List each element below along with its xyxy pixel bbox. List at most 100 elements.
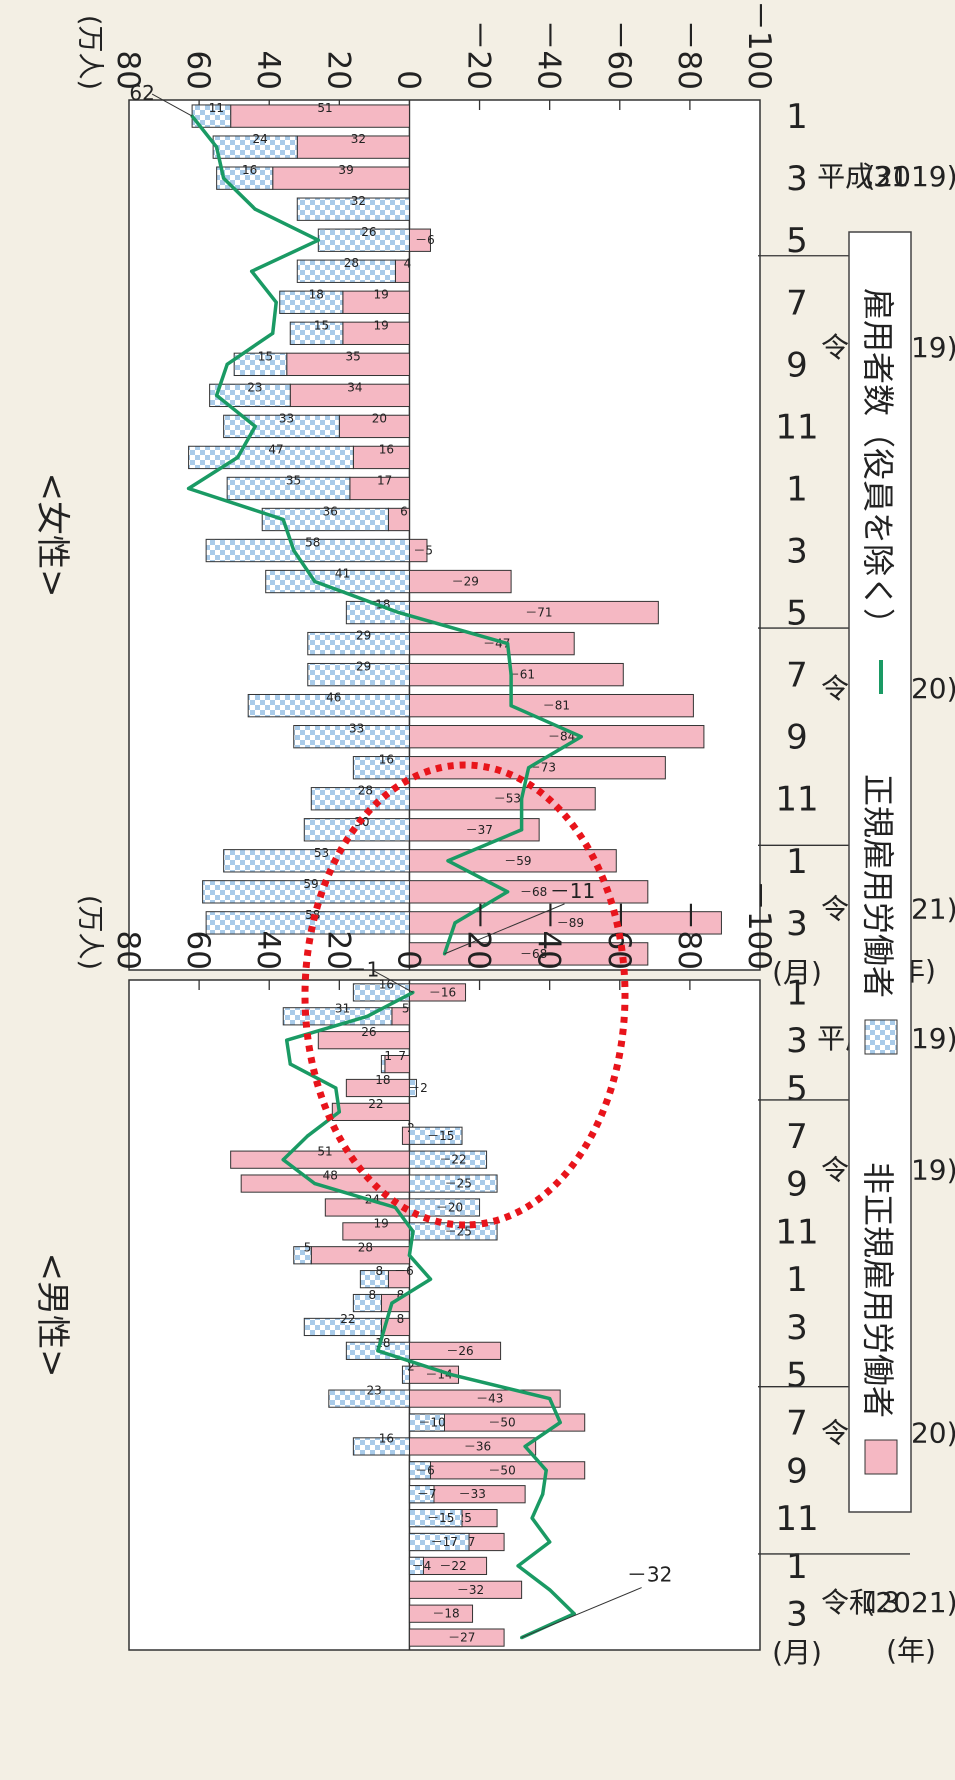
nonregular-bar-label: 4: [404, 256, 412, 270]
regular-bar: [408, 1078, 417, 1098]
nonregular-bar-label: －89: [557, 916, 584, 930]
nonregular-bar: [331, 1102, 410, 1121]
nonregular-bar-label: 8: [397, 1312, 405, 1326]
total-employees-point: [281, 1158, 285, 1162]
regular-bar-label: 29: [356, 660, 371, 674]
nonregular-bar-label: 26: [361, 1025, 376, 1039]
x-month-tick: 9: [786, 718, 808, 758]
x-month-tick: 3: [786, 1021, 808, 1061]
total-employees-point: [215, 393, 219, 397]
nonregular-bar: [380, 1293, 410, 1313]
total-employees-point: [530, 1516, 534, 1520]
total-employees-point: [313, 579, 317, 584]
x-month-tick: 9: [786, 345, 808, 385]
total-employees-point: [544, 1468, 548, 1472]
total-employees-point: [236, 455, 240, 460]
y-tick-label: －20: [461, 900, 497, 970]
x-month-tick: 7: [786, 1117, 808, 1157]
regular-bar-label: 36: [323, 504, 338, 518]
plot-area: [128, 99, 761, 971]
x-year-gregorian: (2019): [864, 160, 955, 193]
annotation-last: －32: [627, 1563, 672, 1587]
regular-bar: [408, 1461, 431, 1480]
regular-bar-label: 53: [314, 846, 329, 860]
regular-bar: [293, 1246, 312, 1265]
total-employees-point: [334, 1086, 338, 1090]
total-employees-point: [337, 1110, 341, 1114]
regular-bar-label: 16: [379, 753, 394, 767]
regular-bar: [279, 290, 344, 314]
regular-bar-label: 33: [349, 722, 364, 736]
annotation-first: －1: [347, 957, 380, 981]
plot-area: [128, 979, 761, 1651]
regular-bar-label: 26: [361, 225, 376, 239]
nonregular-bar-label: 20: [372, 411, 387, 425]
y-tick-label: 40: [250, 931, 286, 970]
x-month-tick: 1: [786, 1547, 808, 1587]
regular-bar-label: 23: [247, 380, 262, 394]
regular-bar-label: 31: [335, 1001, 350, 1015]
total-employees-line: [186, 115, 583, 955]
total-employees-point: [407, 1253, 412, 1257]
y-tick-label: 80: [110, 931, 146, 970]
x-month-tick: 11: [775, 407, 818, 447]
regular-bar: [408, 1150, 488, 1169]
x-month-tick: 3: [786, 532, 808, 572]
nonregular-bar: [408, 1580, 523, 1599]
annotation-leader: [521, 1587, 642, 1639]
regular-bar: [303, 1317, 382, 1337]
x-month-tick: 1: [786, 973, 808, 1013]
x-year-label: 令和３: [821, 1586, 905, 1619]
y-tick-label: 80: [110, 51, 146, 90]
regular-bar: [233, 352, 288, 377]
x-month-tick: 7: [786, 656, 808, 696]
regular-bar: [359, 1270, 389, 1289]
nonregular-bar-label: 19: [374, 287, 389, 301]
total-employees-point: [222, 176, 226, 180]
total-employees-point: [215, 145, 219, 149]
x-month-tick: 9: [786, 1451, 808, 1491]
regular-bar: [328, 1389, 410, 1408]
y-tick-label: －80: [671, 900, 707, 970]
regular-bar-label: 59: [303, 877, 318, 891]
regular-bar: [296, 259, 396, 283]
regular-bar: [408, 1556, 424, 1576]
nonregular-bar-label: 5: [402, 1001, 410, 1015]
regular-bar-label: －25: [445, 1177, 472, 1191]
total-employees-point: [383, 1325, 387, 1329]
x-month-tick: 11: [775, 780, 818, 820]
nonregular-bar-label: 19: [374, 318, 389, 332]
regular-bar: [307, 631, 410, 656]
nonregular-bar: [408, 1628, 505, 1647]
regular-bar-label: －2: [408, 1081, 428, 1095]
regular-bar-label: 24: [253, 132, 268, 146]
total-employees-point: [390, 1301, 394, 1305]
total-employees-point: [446, 859, 450, 863]
total-employees-point: [271, 331, 275, 335]
total-employees-point: [316, 238, 320, 242]
regular-bar-label: －10: [418, 1416, 445, 1430]
regular-bar-label: 18: [309, 287, 324, 301]
regular-bar-label: 41: [335, 567, 350, 581]
legend-box: [848, 231, 912, 1513]
x-month-tick: 3: [786, 1595, 808, 1635]
total-employees-point: [509, 673, 513, 677]
total-employees-point: [509, 704, 513, 708]
regular-bar-label: 29: [356, 629, 371, 643]
regular-bar: [202, 880, 410, 904]
regular-bar-label: －22: [439, 1153, 466, 1167]
total-employees-point: [541, 1492, 545, 1496]
total-employees-point: [288, 1062, 292, 1066]
rotated-chart-group: <女性>80 60 40 20 0 －20 －40 －60 －80 －100(万人)5111322…: [32, 0, 955, 1669]
regular-bar: [352, 756, 410, 780]
x-month-tick: 9: [786, 1165, 808, 1205]
nonregular-bar-label: －84: [548, 730, 575, 744]
nonregular-bar: [408, 942, 649, 966]
total-employees-point: [572, 1612, 576, 1616]
regular-bar: [226, 476, 351, 501]
regular-bar: [408, 1198, 481, 1217]
regular-bar: [380, 1054, 386, 1074]
panel-female: <女性>80 60 40 20 0 －20 －40 －60 －80 －100(万人)5111322…: [32, 0, 955, 989]
total-employees-point: [365, 1014, 369, 1018]
